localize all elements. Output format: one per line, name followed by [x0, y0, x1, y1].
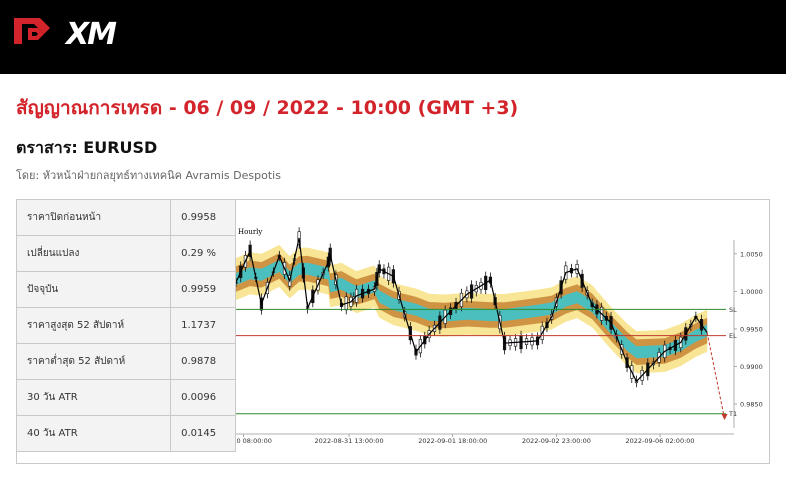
- x-tick-label: 2022-08-31 13:00:00: [315, 437, 384, 445]
- price-chart: Hourly 1.0050 1.0000 0.9950 0.9900 0.9850 SL EL…: [215, 200, 769, 463]
- stats-table: ราคาปิดก่อนหน้า 0.9958 เปลี่ยนแปลง 0.29 …: [15, 199, 236, 452]
- candle-body: [234, 282, 238, 284]
- table-row: 40 วัน ATR 0.0145: [15, 415, 236, 452]
- stat-label: ปัจจุบัน: [15, 271, 172, 308]
- y-tick-label: 1.0050: [740, 250, 763, 258]
- projection-line: [706, 332, 726, 420]
- table-row: ราคาสูงสุด 52 สัปดาห์ 1.1737: [15, 307, 236, 344]
- level-label-el: EL: [729, 332, 737, 340]
- stat-label: ราคาต่ำสุด 52 สัปดาห์: [15, 343, 172, 380]
- x-tick-label: 2-08-30 08:00:00: [236, 437, 272, 445]
- table-row: ราคาปิดก่อนหน้า 0.9958: [15, 199, 236, 236]
- stat-label: 30 วัน ATR: [15, 379, 172, 416]
- level-label-t1: T1: [728, 410, 737, 418]
- chart-svg: Hourly 1.0050 1.0000 0.9950 0.9900 0.9850 SL EL…: [215, 227, 763, 445]
- x-tick-label: 2022-09-06 02:00:00: [626, 437, 695, 445]
- y-tick-label: 0.9850: [740, 400, 763, 408]
- x-tick-label: 2022-09-02 23:00:00: [522, 437, 591, 445]
- stat-value: 0.0096: [170, 379, 236, 416]
- stat-value: 0.9959: [170, 271, 236, 308]
- page-title: สัญญาณการเทรด - 06 / 09 / 2022 - 10:00 (…: [16, 97, 519, 119]
- x-tick-label: 2022-09-01 18:00:00: [418, 437, 487, 445]
- y-tick-label: 1.0000: [740, 288, 763, 296]
- table-row: ราคาต่ำสุด 52 สัปดาห์ 0.9878: [15, 343, 236, 380]
- stat-label: 40 วัน ATR: [15, 415, 172, 452]
- logo-mark-icon: [14, 18, 50, 44]
- table-row: เปลี่ยนแปลง 0.29 %: [15, 235, 236, 272]
- chart-title: Hourly: [238, 228, 262, 236]
- y-tick-label: 0.9900: [740, 363, 763, 371]
- stat-value: 1.1737: [170, 307, 236, 344]
- stat-value: 0.9958: [170, 199, 236, 236]
- table-row: ปัจจุบัน 0.9959: [15, 271, 236, 308]
- zigzag-line: [235, 237, 708, 383]
- xm-logo[interactable]: XM: [14, 14, 132, 52]
- stat-label: ราคาสูงสุด 52 สัปดาห์: [15, 307, 172, 344]
- instrument-label: ตราสาร: EURUSD: [16, 138, 158, 157]
- stat-value: 0.29 %: [170, 235, 236, 272]
- projection-arrowhead: [721, 413, 728, 420]
- table-row: 30 วัน ATR 0.0096: [15, 379, 236, 416]
- stat-value: 0.0145: [170, 415, 236, 452]
- header-bar: XM: [0, 0, 786, 74]
- stat-label: ราคาปิดก่อนหน้า: [15, 199, 172, 236]
- logo-text: XM: [66, 17, 117, 52]
- stat-value: 0.9878: [170, 343, 236, 380]
- author-line: โดย: หัวหน้าฝ่ายกลยุทธ์ทางเทคนิค Avramis…: [16, 169, 281, 182]
- y-tick-label: 0.9950: [740, 325, 763, 333]
- level-label-sl: SL: [729, 306, 737, 314]
- stat-label: เปลี่ยนแปลง: [15, 235, 172, 272]
